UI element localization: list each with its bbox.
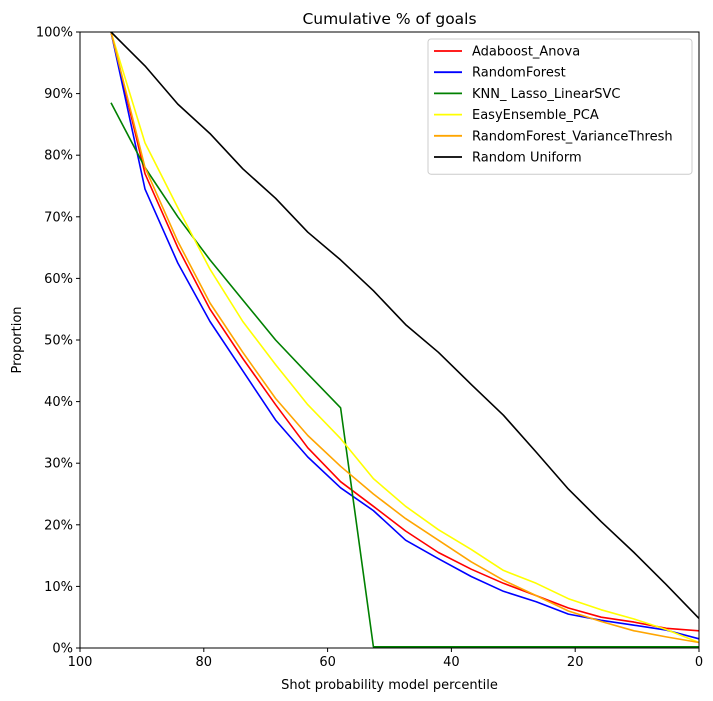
series-line-2 bbox=[110, 102, 699, 648]
x-tick-label: 20 bbox=[567, 655, 584, 670]
x-tick-label: 60 bbox=[319, 655, 336, 670]
legend-label-3: EasyEnsemble_PCA bbox=[472, 108, 599, 123]
series-layer bbox=[110, 31, 700, 648]
series-line-0 bbox=[110, 31, 700, 632]
y-tick-label: 40% bbox=[44, 395, 73, 410]
y-tick-label: 70% bbox=[44, 210, 73, 225]
legend-label-1: RandomForest bbox=[472, 66, 566, 81]
legend-label-0: Adaboost_Anova bbox=[472, 45, 580, 60]
x-axis-label: Shot probability model percentile bbox=[281, 678, 498, 693]
x-tick-label: 0 bbox=[695, 655, 703, 670]
series-line-1 bbox=[110, 31, 700, 640]
y-tick-label: 90% bbox=[44, 87, 73, 102]
legend-box bbox=[427, 38, 693, 175]
legend: Adaboost_Anova RandomForest KNN_ Lasso_Lin… bbox=[427, 38, 693, 175]
series-line-3 bbox=[110, 31, 700, 644]
y-tick-label: 0% bbox=[52, 642, 73, 657]
legend-label-4: RandomForest_VarianceThresh bbox=[472, 129, 673, 144]
y-tick-label: 20% bbox=[44, 518, 73, 533]
legend-label-2: KNN_ Lasso_LinearSVC bbox=[472, 87, 620, 102]
legend-label-5: Random Uniform bbox=[472, 151, 582, 166]
y-tick-label: 60% bbox=[44, 272, 73, 287]
series-line-5 bbox=[110, 31, 700, 619]
y-tick-label: 30% bbox=[44, 457, 73, 472]
x-axis-ticks: 100 80 60 40 20 0 bbox=[68, 648, 703, 670]
x-tick-label: 40 bbox=[443, 655, 460, 670]
y-tick-label: 100% bbox=[36, 26, 73, 41]
chart-title: Cumulative % of goals bbox=[302, 10, 476, 28]
y-axis-ticks: 0% 10% 20% 30% 40% 50% 60% 70% 80% 90% 100% bbox=[36, 26, 80, 657]
x-tick-label: 100 bbox=[68, 655, 93, 670]
y-tick-label: 10% bbox=[44, 580, 73, 595]
x-tick-label: 80 bbox=[196, 655, 213, 670]
y-tick-label: 80% bbox=[44, 149, 73, 164]
y-axis-label: Proportion bbox=[10, 306, 25, 373]
y-tick-label: 50% bbox=[44, 334, 73, 349]
series-line-4 bbox=[110, 31, 700, 644]
